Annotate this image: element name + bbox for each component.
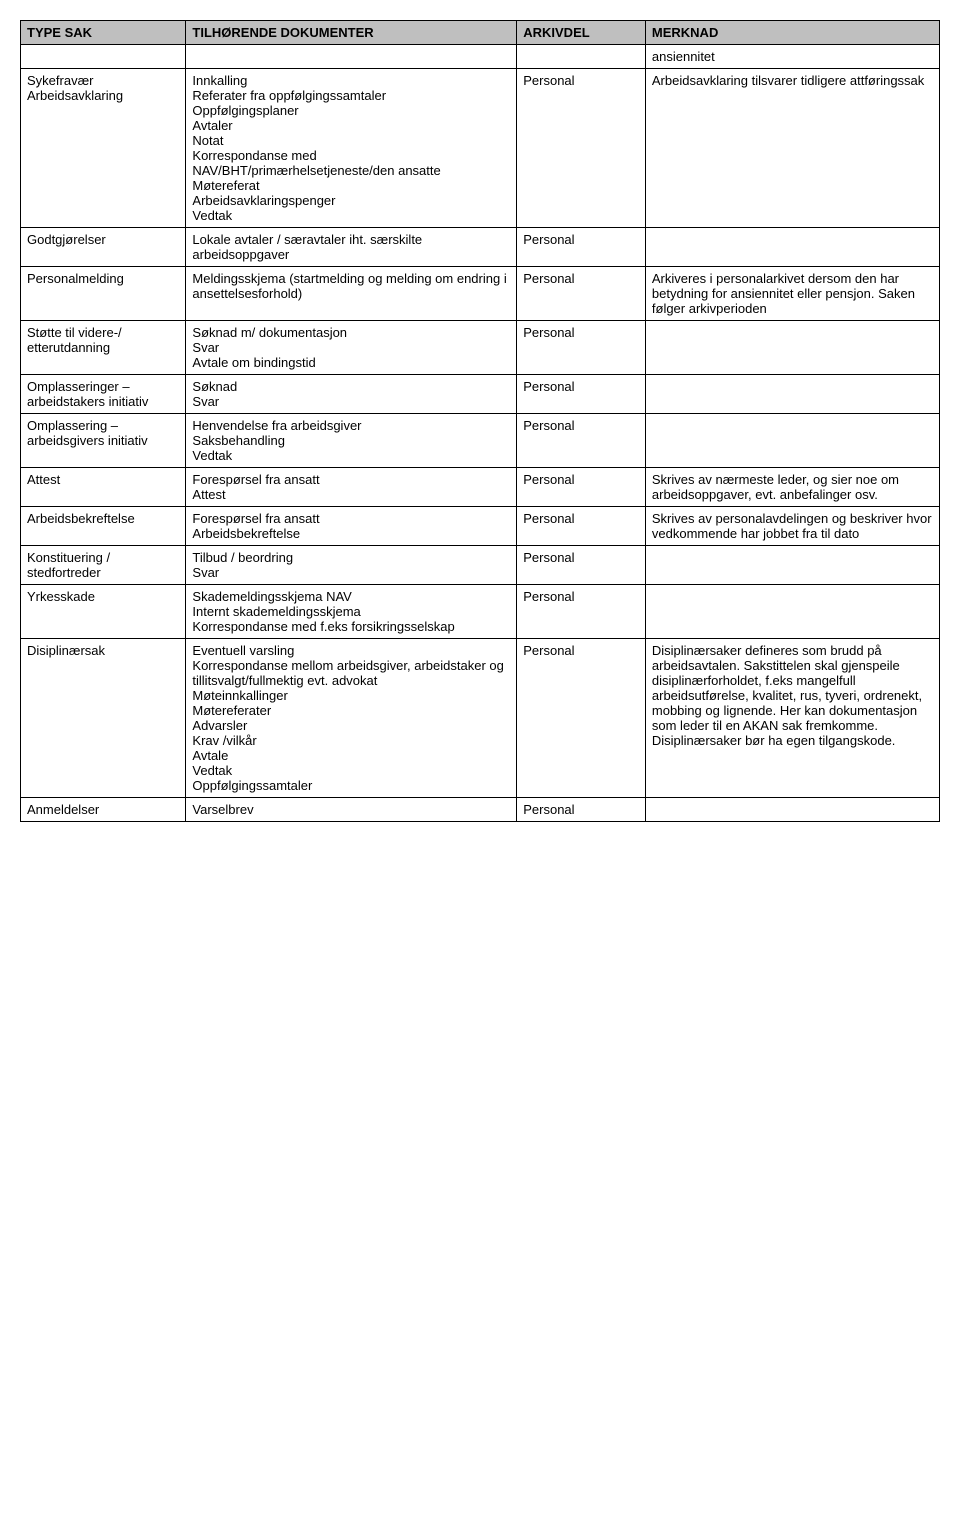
header-arkivdel: ARKIVDEL xyxy=(517,21,646,45)
table-header-row: TYPE SAK TILHØRENDE DOKUMENTER ARKIVDEL … xyxy=(21,21,940,45)
cell-type-sak: Arbeidsbekreftelse xyxy=(21,507,186,546)
cell-type-sak: Anmeldelser xyxy=(21,798,186,822)
cell-merknad: Disiplinærsaker defineres som brudd på a… xyxy=(645,639,939,798)
table-row: ArbeidsbekreftelseForespørsel fra ansatt… xyxy=(21,507,940,546)
cell-merknad xyxy=(645,375,939,414)
cell-arkivdel: Personal xyxy=(517,375,646,414)
cell-merknad: ansiennitet xyxy=(645,45,939,69)
cell-type-sak xyxy=(21,45,186,69)
cell-dokumenter: Meldingsskjema (startmelding og melding … xyxy=(186,267,517,321)
cell-dokumenter: Varselbrev xyxy=(186,798,517,822)
cell-type-sak: Attest xyxy=(21,468,186,507)
cell-type-sak: Konstituering / stedfortreder xyxy=(21,546,186,585)
cell-merknad xyxy=(645,321,939,375)
cell-dokumenter: Tilbud / beordringSvar xyxy=(186,546,517,585)
cell-type-sak: Omplassering – arbeidsgivers initiativ xyxy=(21,414,186,468)
cell-merknad xyxy=(645,228,939,267)
cell-dokumenter: Søknad m/ dokumentasjonSvarAvtale om bin… xyxy=(186,321,517,375)
cell-type-sak: Disiplinærsak xyxy=(21,639,186,798)
cell-dokumenter: Eventuell varslingKorrespondanse mellom … xyxy=(186,639,517,798)
cell-arkivdel: Personal xyxy=(517,321,646,375)
table-row: AttestForespørsel fra ansattAttestPerson… xyxy=(21,468,940,507)
cell-arkivdel: Personal xyxy=(517,414,646,468)
cell-arkivdel: Personal xyxy=(517,585,646,639)
cell-dokumenter: InnkallingReferater fra oppfølgingssamta… xyxy=(186,69,517,228)
cell-merknad: Skrives av personalavdelingen og beskriv… xyxy=(645,507,939,546)
cell-type-sak: Støtte til videre-/ etterutdanning xyxy=(21,321,186,375)
cell-merknad xyxy=(645,414,939,468)
cell-arkivdel xyxy=(517,45,646,69)
table-row: Omplassering – arbeidsgivers initiativHe… xyxy=(21,414,940,468)
cell-arkivdel: Personal xyxy=(517,639,646,798)
cell-arkivdel: Personal xyxy=(517,468,646,507)
table-row: DisiplinærsakEventuell varslingKorrespon… xyxy=(21,639,940,798)
table-row: ansiennitet xyxy=(21,45,940,69)
cell-dokumenter: SøknadSvar xyxy=(186,375,517,414)
cell-dokumenter: Lokale avtaler / særavtaler iht. særskil… xyxy=(186,228,517,267)
cell-dokumenter: Henvendelse fra arbeidsgiverSaksbehandli… xyxy=(186,414,517,468)
cell-merknad xyxy=(645,546,939,585)
cell-merknad: Arbeidsavklaring tilsvarer tidligere att… xyxy=(645,69,939,228)
cell-type-sak: Godtgjørelser xyxy=(21,228,186,267)
table-body: ansiennitetSykefraværArbeidsavklaringInn… xyxy=(21,45,940,822)
header-merknad: MERKNAD xyxy=(645,21,939,45)
cell-dokumenter: Skademeldingsskjema NAVInternt skademeld… xyxy=(186,585,517,639)
header-dokumenter: TILHØRENDE DOKUMENTER xyxy=(186,21,517,45)
cell-dokumenter xyxy=(186,45,517,69)
cell-merknad: Arkiveres i personalarkivet dersom den h… xyxy=(645,267,939,321)
document-table: TYPE SAK TILHØRENDE DOKUMENTER ARKIVDEL … xyxy=(20,20,940,822)
cell-arkivdel: Personal xyxy=(517,507,646,546)
table-row: Konstituering / stedfortrederTilbud / be… xyxy=(21,546,940,585)
table-row: GodtgjørelserLokale avtaler / særavtaler… xyxy=(21,228,940,267)
header-type-sak: TYPE SAK xyxy=(21,21,186,45)
cell-merknad xyxy=(645,798,939,822)
table-row: Støtte til videre-/ etterutdanningSøknad… xyxy=(21,321,940,375)
table-row: AnmeldelserVarselbrevPersonal xyxy=(21,798,940,822)
cell-type-sak: Yrkesskade xyxy=(21,585,186,639)
cell-arkivdel: Personal xyxy=(517,267,646,321)
table-row: PersonalmeldingMeldingsskjema (startmeld… xyxy=(21,267,940,321)
cell-type-sak: Personalmelding xyxy=(21,267,186,321)
table-row: SykefraværArbeidsavklaringInnkallingRefe… xyxy=(21,69,940,228)
cell-arkivdel: Personal xyxy=(517,69,646,228)
cell-type-sak: SykefraværArbeidsavklaring xyxy=(21,69,186,228)
cell-merknad xyxy=(645,585,939,639)
cell-arkivdel: Personal xyxy=(517,546,646,585)
cell-arkivdel: Personal xyxy=(517,228,646,267)
cell-dokumenter: Forespørsel fra ansattAttest xyxy=(186,468,517,507)
table-row: Omplasseringer – arbeidstakers initiativ… xyxy=(21,375,940,414)
cell-arkivdel: Personal xyxy=(517,798,646,822)
cell-type-sak: Omplasseringer – arbeidstakers initiativ xyxy=(21,375,186,414)
cell-merknad: Skrives av nærmeste leder, og sier noe o… xyxy=(645,468,939,507)
table-row: YrkesskadeSkademeldingsskjema NAVInternt… xyxy=(21,585,940,639)
cell-dokumenter: Forespørsel fra ansattArbeidsbekreftelse xyxy=(186,507,517,546)
